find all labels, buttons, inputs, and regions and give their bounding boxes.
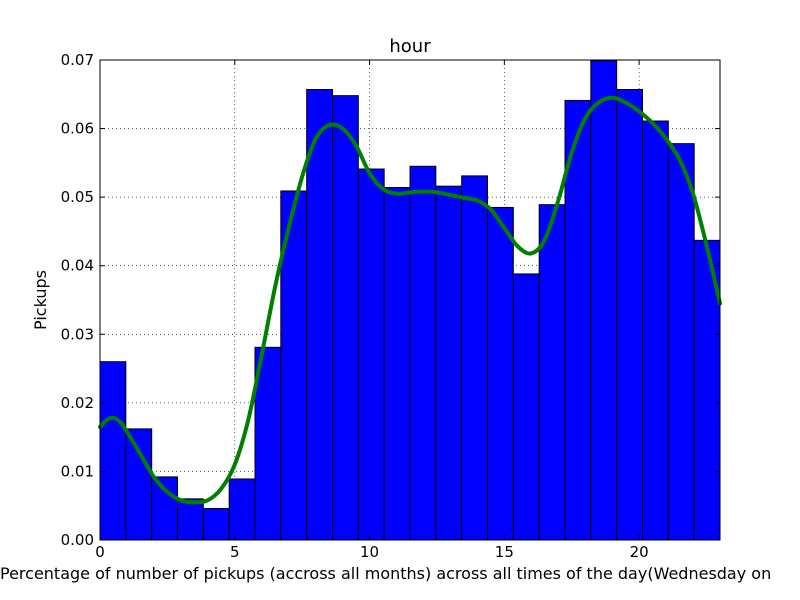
histogram-bar-20 (616, 88, 644, 541)
axis-ticks: 0 5 10 15 20 0.00 0.01 0.02 0.03 0.04 0.05 0.06 0.07 (61, 51, 720, 561)
histogram-bar-8 (306, 88, 334, 541)
y-tick-label-1: 0.01 (61, 462, 94, 480)
y-tick-label-6: 0.06 (61, 120, 94, 138)
histogram-bar-15 (487, 206, 514, 541)
density-curve (98, 95, 722, 505)
histogram-bar-19 (590, 60, 618, 541)
histogram-bar-14 (461, 175, 489, 541)
histogram-bars (99, 60, 721, 541)
histogram-bar-5 (228, 478, 256, 541)
y-tick-label-3: 0.03 (61, 325, 94, 343)
x-tick-label-2: 10 (360, 543, 379, 561)
histogram-bar-22 (667, 143, 695, 541)
histogram-bar-9 (332, 95, 359, 541)
histogram-bar-10 (357, 168, 385, 541)
histogram-bar-13 (435, 185, 463, 541)
histogram-bar-16 (512, 273, 540, 541)
histogram-bar-17 (538, 204, 566, 541)
histogram-bar-4 (202, 507, 230, 541)
x-tick-label-4: 20 (630, 543, 649, 561)
chart-title: hour (389, 36, 431, 57)
y-tick-label-7: 0.07 (61, 51, 94, 69)
y-tick-label-4: 0.04 (61, 257, 94, 275)
x-axis-label: Percentage of number of pickups (accross… (0, 564, 771, 583)
histogram-bar-18 (564, 99, 592, 541)
x-tick-label-1: 5 (230, 543, 240, 561)
y-tick-label-2: 0.02 (61, 394, 94, 412)
histogram-bar-11 (383, 187, 411, 541)
histogram-bar-1 (125, 428, 153, 541)
histogram-bar-12 (409, 165, 437, 541)
histogram-bar-0 (99, 361, 127, 541)
x-tick-label-0: 0 (95, 543, 105, 561)
x-tick-label-3: 15 (495, 543, 514, 561)
y-axis-label: Pickups (31, 270, 50, 330)
histogram-bar-3 (177, 498, 204, 541)
y-tick-label-5: 0.05 (61, 188, 94, 206)
y-tick-label-0: 0.00 (61, 531, 94, 549)
histogram-bar-2 (151, 476, 179, 541)
plot-frame (99, 59, 721, 541)
histogram-bar-21 (642, 120, 669, 541)
